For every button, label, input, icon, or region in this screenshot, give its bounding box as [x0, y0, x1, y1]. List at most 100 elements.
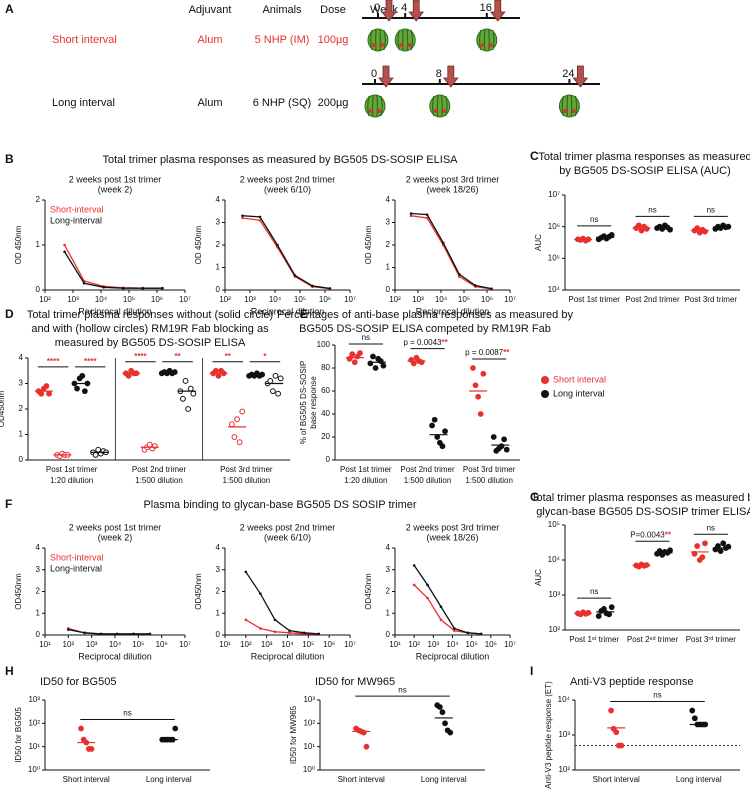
data-point [258, 218, 262, 222]
x-axis-label: Reciprocal dilution [251, 306, 325, 316]
data-point [288, 631, 291, 635]
x-tick-label: 1:500 dilution [223, 476, 271, 485]
y-axis-label: base response [309, 376, 318, 429]
significance-stars: **** [47, 357, 60, 366]
y-tick-label: 10² [558, 765, 570, 774]
y-tick-label: 3 [386, 218, 391, 227]
y-axis-label: ID50 for MW965 [289, 705, 298, 764]
y-axis-label: OD450nm [364, 573, 373, 610]
x-tick-label: 10³ [67, 295, 79, 304]
x-axis-label: Reciprocal dilution [416, 651, 490, 661]
series-line [64, 251, 163, 289]
data-point [643, 226, 650, 232]
data-point [699, 554, 706, 561]
x-tick-label: 10² [219, 295, 231, 304]
data-point [702, 228, 708, 235]
x-tick-label: 10¹ [389, 640, 401, 649]
data-point [272, 372, 279, 379]
series-line [411, 212, 492, 290]
chart-subtitle: 2 weeks post 1st trimer [69, 174, 162, 184]
chart-subtitle: 2 weeks post 3rd trimer [406, 174, 500, 184]
data-point [81, 388, 88, 395]
data-point [115, 632, 119, 636]
data-point [466, 631, 470, 635]
chart-subtitle: 2 weeks post 1st trimer [69, 522, 162, 532]
melon-stripe [380, 95, 383, 117]
chart-subtitle: (week 6/10) [264, 532, 311, 542]
x-tick-label: 10⁵ [123, 295, 135, 304]
x-tick-label: 10⁵ [132, 640, 144, 649]
significance-label: p = 0.0043 [403, 338, 442, 347]
series-line [242, 217, 330, 290]
data-point [363, 743, 370, 750]
panel-letter: C [530, 149, 539, 163]
y-axis-label: ID50 for BG505 [14, 707, 23, 763]
x-tick-label: 10⁶ [156, 640, 168, 649]
legend-label: Long-interval [50, 563, 102, 573]
x-tick-label: 1:500 dilution [135, 476, 183, 485]
x-tick-label: 10⁷ [344, 640, 356, 649]
data-point [477, 411, 484, 417]
data-point [125, 372, 132, 379]
x-tick-label: 10⁴ [95, 295, 108, 304]
data-point [618, 742, 625, 749]
arrow [572, 65, 589, 88]
y-tick-label: 0 [216, 285, 221, 294]
data-point [370, 353, 376, 360]
x-tick-label: 10⁵ [302, 640, 314, 649]
arrow [489, 0, 506, 22]
y-tick-label: 20 [321, 432, 330, 441]
data-point [43, 383, 50, 389]
melon-stripe [479, 29, 482, 51]
significance-label: ns [398, 685, 406, 694]
melon-stripe [492, 29, 495, 51]
data-point [410, 360, 417, 367]
x-tick-label: 10² [240, 640, 252, 649]
x-axis-label: Reciprocal dilution [78, 306, 152, 316]
data-point [275, 390, 281, 397]
y-tick-label: 1 [216, 263, 221, 272]
significance-label: ns [648, 205, 656, 214]
y-tick-label: 0 [386, 285, 391, 294]
data-point [269, 388, 276, 395]
y-tick-label: 2 [36, 587, 41, 596]
panel-heading: Total trimer plasma responses as measure… [102, 154, 458, 166]
x-tick-label: 10³ [244, 295, 256, 304]
data-point [276, 243, 279, 247]
y-tick-label: 10⁷ [548, 190, 560, 199]
x-tick-label: Long interval [421, 775, 467, 784]
panel-heading: Total trimer plasma responses without (s… [27, 309, 273, 321]
panel-letter: G [530, 490, 539, 504]
data-point [328, 287, 332, 290]
data-point [720, 540, 727, 547]
y-tick-label: 10³ [28, 695, 40, 704]
y-tick-label: 0 [19, 455, 24, 464]
y-tick-label: 10³ [558, 730, 570, 739]
legend-label: Short interval [553, 374, 606, 384]
y-tick-label: 3 [19, 379, 24, 388]
data-point [231, 434, 238, 440]
y-axis-label: Anti-V3 peptide response (ET) [544, 681, 553, 789]
melon-dot [407, 43, 412, 47]
data-point [431, 416, 438, 423]
y-tick-label: 40 [321, 409, 330, 418]
x-tick-label: 10⁴ [109, 640, 122, 649]
x-tick-label: 10³ [412, 295, 424, 304]
significance-label: p = 0.0087 [465, 348, 504, 357]
y-tick-label: 10² [548, 625, 560, 634]
x-tick-label: 10⁷ [179, 640, 191, 649]
data-point [215, 372, 222, 379]
data-point [121, 286, 125, 290]
y-tick-label: 1 [19, 430, 24, 439]
panel-letter: E [300, 307, 308, 321]
arrow [381, 0, 397, 22]
series-line [245, 571, 319, 635]
panel-letter: F [5, 497, 12, 511]
x-tick-label: 10² [39, 295, 51, 304]
data-point [426, 596, 429, 600]
x-axis-label: Reciprocal dilution [251, 651, 325, 661]
data-point [273, 630, 277, 634]
data-point [475, 393, 482, 400]
y-tick-label: 1 [386, 263, 391, 272]
data-point [63, 250, 66, 254]
